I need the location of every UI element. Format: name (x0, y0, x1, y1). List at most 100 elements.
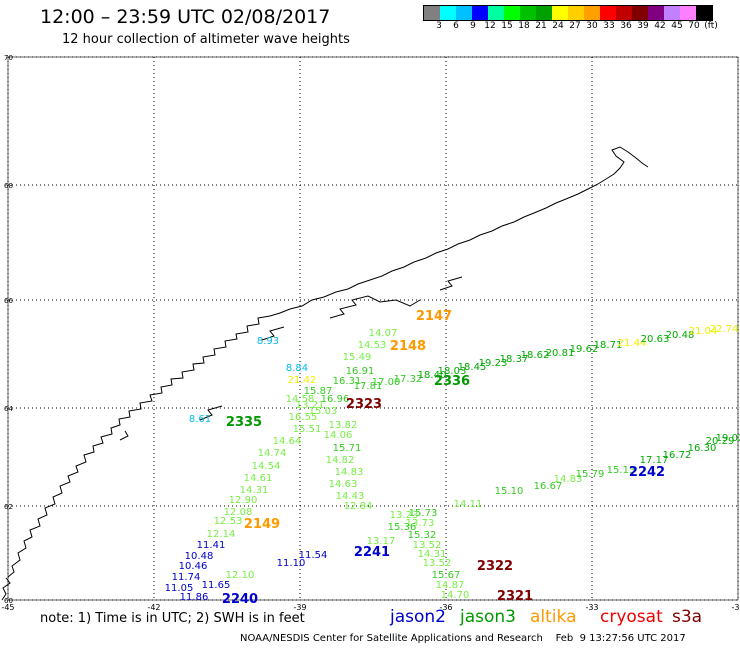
color-swatch (504, 6, 520, 20)
color-scale-bar (423, 5, 713, 21)
wave-reading: 15.49 (343, 352, 372, 363)
wave-reading: 12.14 (207, 529, 236, 540)
lon-tick-label: -45 (1, 603, 14, 612)
wave-reading: 21.04 (689, 326, 718, 337)
lat-tick-label: 70 (4, 54, 13, 62)
lon-tick-label: -30 (731, 603, 740, 612)
wave-reading: 16.55 (289, 412, 318, 423)
wave-reading: 11.86 (180, 592, 209, 603)
satellite-tag-jason3: jason3 (460, 607, 516, 627)
pass-id-label: 2241 (354, 545, 390, 560)
wave-reading: 17.81 (354, 381, 383, 392)
wave-reading: 19.62 (570, 344, 599, 355)
map-frame (7, 56, 739, 601)
coastline-path (7, 146, 649, 578)
wave-reading: 11.65 (202, 580, 231, 591)
wave-reading: 14.63 (329, 479, 358, 490)
map-subtitle: 12 hour collection of altimeter wave hei… (62, 32, 350, 47)
color-swatch (424, 6, 440, 20)
wave-reading: 10.48 (185, 551, 214, 562)
wave-reading: 14.53 (358, 340, 387, 351)
color-swatch (584, 6, 600, 20)
color-swatch (568, 6, 584, 20)
color-scale-label: 12 (484, 21, 496, 31)
pass-id-label: 2149 (244, 517, 280, 532)
wave-reading: 13.23 (390, 510, 419, 521)
wave-reading: 10.46 (179, 561, 208, 572)
wave-reading: 15.67 (432, 570, 461, 581)
color-swatch (536, 6, 552, 20)
wave-reading: 14.31 (240, 485, 269, 496)
wave-reading: 15.03 (309, 406, 338, 417)
wave-reading: 21.42 (288, 375, 317, 386)
wave-reading: 18.71 (594, 340, 623, 351)
wave-reading: 16.30 (688, 443, 717, 454)
wave-reading: 8.61 (189, 414, 211, 425)
pass-id-label: 2323 (346, 397, 382, 412)
footer-credit: NOAA/NESDIS Center for Satellite Applica… (240, 633, 686, 644)
wave-reading: 20.81 (546, 348, 575, 359)
color-swatch (600, 6, 616, 20)
pass-id-label: 2147 (416, 309, 452, 324)
coastline-inner-path (1, 276, 463, 601)
pass-id-label: 2148 (390, 339, 426, 354)
wave-reading: 14.61 (244, 473, 273, 484)
color-scale-label: 30 (586, 21, 598, 31)
satellite-tag-altika: altika (530, 607, 577, 627)
satellite-tag-jason2: jason2 (390, 607, 446, 627)
wave-reading: 20.29 (706, 436, 735, 447)
wave-reading: 15.71 (333, 443, 362, 454)
lon-tick-label: -36 (439, 603, 452, 612)
color-swatch (520, 6, 536, 20)
wave-reading: 14.11 (454, 499, 483, 510)
wave-reading: 11.54 (299, 550, 328, 561)
wave-reading: 19.02 (716, 433, 740, 444)
color-swatch (632, 6, 648, 20)
wave-reading: 14.83 (335, 467, 364, 478)
wave-reading: 16.96 (321, 394, 350, 405)
wave-reading: 12.08 (224, 507, 253, 518)
pass-id-label: 2240 (222, 592, 258, 607)
wave-reading: 11.05 (165, 583, 194, 594)
wave-reading: 12.90 (229, 495, 258, 506)
color-swatch (440, 6, 456, 20)
wave-reading: 12.53 (214, 516, 243, 527)
color-scale-label: 70 (688, 21, 700, 31)
wave-reading: 18.03 (438, 366, 467, 377)
color-scale-label: 18 (518, 21, 530, 31)
color-scale-label: 3 (436, 21, 442, 31)
wave-reading: 16.31 (333, 376, 362, 387)
color-swatch (552, 6, 568, 20)
wave-reading: 14.31 (418, 549, 447, 560)
color-scale-label: 45 (671, 21, 683, 31)
wave-reading: 17.00 (372, 377, 401, 388)
wave-reading: 20.48 (666, 330, 695, 341)
color-swatch (680, 6, 696, 20)
lat-lon-grid (7, 56, 739, 601)
wave-reading: 11.41 (197, 540, 226, 551)
wave-reading: 14.87 (436, 580, 465, 591)
wave-reading: 20.63 (641, 334, 670, 345)
wave-reading: 11.74 (172, 572, 201, 583)
wave-reading: 13.17 (367, 536, 396, 547)
wave-reading: 14.54 (252, 461, 281, 472)
color-swatch (472, 6, 488, 20)
color-scale-label: 21 (535, 21, 547, 31)
wave-reading: 17.32 (394, 374, 423, 385)
lat-tick-label: 64 (4, 405, 13, 413)
color-swatch (456, 6, 472, 20)
wave-reading: 8.93 (257, 336, 279, 347)
wave-reading: 18.62 (521, 350, 550, 361)
lat-tick-label: 66 (4, 297, 13, 305)
wave-reading: 12.84 (344, 501, 373, 512)
wave-reading: 16.91 (346, 366, 375, 377)
color-scale-label: 39 (637, 21, 649, 31)
color-scale-labels: 3 6 9 12 15 18 21 24 27 30 33 36 39 42 45 70 (ft) (423, 21, 733, 35)
lon-tick-label: -39 (293, 603, 306, 612)
lat-tick-label: 68 (4, 182, 13, 190)
color-swatch (664, 6, 680, 20)
color-swatch (696, 6, 712, 20)
pass-id-label: 2242 (629, 465, 665, 480)
color-scale-label: 15 (501, 21, 513, 31)
